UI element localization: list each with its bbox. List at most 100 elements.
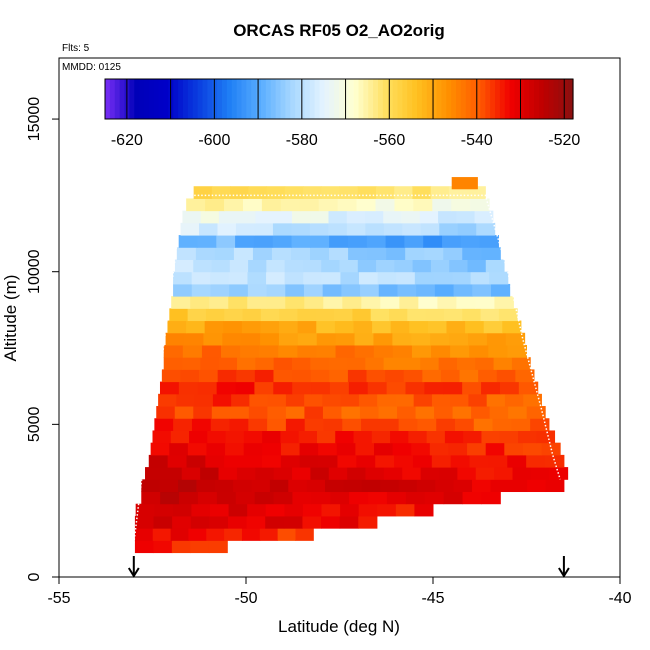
heatmap-cell [248, 259, 267, 273]
heatmap-cell [378, 406, 398, 419]
colorbar-swatch [368, 79, 374, 119]
heatmap-cell [216, 491, 237, 505]
colorbar-swatch [485, 79, 491, 119]
heatmap-cell [229, 283, 249, 297]
heatmap-cell [285, 283, 305, 297]
heatmap-cell [490, 479, 510, 493]
heatmap-cell [339, 259, 359, 273]
heatmap-cell [217, 222, 237, 236]
heatmap-cell [394, 454, 414, 468]
heatmap-cell [310, 235, 330, 248]
heatmap-cell [205, 454, 225, 468]
heatmap-cell [303, 283, 324, 297]
heatmap-cell [216, 381, 237, 395]
colorbar-swatch [407, 79, 413, 119]
heatmap-cell [291, 210, 311, 224]
arrow-markers [127, 556, 570, 578]
heatmap-cell [452, 406, 472, 419]
heatmap-cell [375, 198, 395, 212]
heatmap-cell [450, 344, 470, 358]
heatmap-cell [310, 210, 329, 224]
y-tick-label: 0 [26, 572, 43, 581]
heatmap-cell [462, 308, 482, 322]
colorbar-swatch [397, 79, 403, 119]
heatmap-cell [310, 369, 330, 383]
heatmap-cell [493, 357, 513, 370]
heatmap-cell [303, 271, 323, 285]
heatmap-cell [343, 479, 363, 493]
heatmap-cell [187, 442, 207, 456]
heatmap-cell [462, 247, 482, 260]
heatmap-layer [134, 177, 569, 554]
heatmap-cell [423, 235, 443, 248]
track-line [133, 194, 561, 544]
heatmap-cell [255, 357, 275, 370]
heatmap-cell [372, 320, 392, 334]
heatmap-cell [413, 393, 433, 407]
colorbar-swatch [378, 79, 384, 119]
heatmap-cell [241, 320, 261, 334]
heatmap-cell [266, 283, 286, 297]
heatmap-cell [260, 332, 280, 346]
heatmap-cell [297, 332, 318, 346]
colorbar-swatch [421, 79, 428, 119]
heatmap-cell [196, 479, 216, 493]
heatmap-cell [233, 479, 253, 493]
heatmap-cell [285, 393, 305, 407]
heatmap-cell [135, 503, 155, 517]
colorbar-swatch [319, 79, 325, 119]
heatmap-cell [247, 271, 267, 285]
colorbar-swatch [148, 79, 155, 119]
heatmap-cell [401, 357, 421, 370]
heatmap-cell [209, 515, 229, 529]
y-axis-label: Altitude (m) [1, 275, 20, 362]
heatmap-cell [405, 381, 425, 395]
heatmap-cell [216, 235, 236, 248]
heatmap-cell [360, 283, 380, 297]
heatmap-cell [224, 198, 244, 212]
heatmap-cell [376, 259, 395, 273]
colorbar-tick-label: -540 [461, 132, 493, 149]
heatmap-cell [412, 454, 433, 468]
heatmap-cell [318, 442, 338, 456]
heatmap-cell [383, 467, 403, 480]
heatmap-cell [261, 198, 282, 212]
heatmap-cell [280, 430, 300, 444]
heatmap-cell [494, 296, 514, 309]
colorbar-swatch [261, 79, 267, 119]
heatmap-cell [205, 308, 225, 322]
heatmap-cell [199, 222, 219, 236]
date-label: MMDD: 0125 [62, 62, 121, 73]
heatmap-cell [235, 222, 255, 236]
heatmap-cell [456, 357, 476, 370]
heatmap-cell [470, 271, 490, 285]
heatmap-cell [272, 222, 292, 236]
colorbar-swatch [465, 79, 472, 119]
heatmap-cell [329, 369, 349, 383]
heatmap-cell [353, 430, 373, 444]
heatmap-cell [522, 442, 543, 456]
heatmap-cell [224, 308, 244, 322]
heatmap-cell [373, 332, 393, 346]
heatmap-cell [249, 393, 269, 407]
heatmap-cell [325, 479, 344, 493]
heatmap-cell [507, 344, 527, 358]
heatmap-cell [431, 393, 451, 407]
heatmap-cell [171, 540, 191, 554]
heatmap-cell [254, 381, 274, 395]
heatmap-cell [504, 393, 524, 407]
heatmap-cell [323, 296, 343, 309]
heatmap-cell [366, 369, 386, 383]
heatmap-cell [483, 320, 503, 334]
heatmap-cell [209, 296, 229, 309]
heatmap-cell [187, 308, 207, 322]
heatmap-cell [342, 418, 362, 431]
colorbar-swatch [114, 79, 121, 119]
heatmap-cell [266, 296, 286, 309]
heatmap-cell [173, 271, 193, 285]
heatmap-cell [278, 344, 298, 358]
heatmap-cell [134, 515, 155, 529]
heatmap-cell [392, 344, 413, 358]
heatmap-cell [328, 210, 348, 224]
colorbar-swatch [207, 79, 213, 119]
